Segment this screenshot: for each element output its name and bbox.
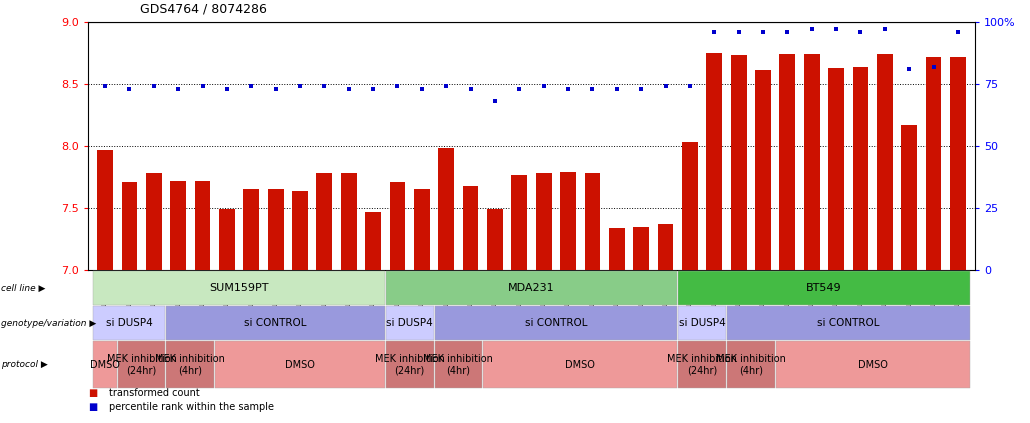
Bar (97, 150, 113, 270)
Point (901, 66, 918, 72)
Bar (755, 70, 770, 270)
Point (803, 26, 820, 33)
Point (487, 98, 504, 105)
Point (779, 28, 795, 35)
Bar (926, 57, 941, 270)
Point (243, 83, 260, 90)
Text: DMSO: DMSO (90, 360, 121, 370)
Text: DMSO: DMSO (285, 360, 315, 370)
Text: DMSO: DMSO (858, 360, 888, 370)
Bar (170, 181, 186, 270)
Point (730, 28, 747, 35)
Point (389, 83, 406, 90)
Text: transformed count: transformed count (108, 388, 200, 398)
Point (195, 83, 211, 90)
Text: si DUSP4: si DUSP4 (679, 318, 725, 328)
Bar (316, 173, 333, 270)
Bar (414, 190, 430, 270)
Point (438, 83, 454, 90)
Bar (950, 57, 966, 270)
Point (828, 26, 845, 33)
Text: MEK inhibition
(4hr): MEK inhibition (4hr) (156, 354, 226, 375)
Bar (195, 181, 210, 270)
Bar (730, 55, 747, 270)
Point (170, 85, 186, 92)
Text: genotype/variation ▶: genotype/variation ▶ (1, 319, 96, 327)
Bar (853, 67, 868, 270)
Point (536, 83, 552, 90)
Text: si DUSP4: si DUSP4 (106, 318, 152, 328)
Point (341, 85, 357, 92)
Bar (219, 209, 235, 270)
Text: protocol ▶: protocol ▶ (1, 360, 47, 369)
Bar (366, 212, 381, 270)
Text: si CONTROL: si CONTROL (817, 318, 880, 328)
Point (706, 28, 722, 35)
Text: MEK inhibition
(24hr): MEK inhibition (24hr) (375, 354, 445, 375)
Bar (487, 209, 503, 270)
Bar (609, 228, 625, 270)
Text: MEK inhibition
(4hr): MEK inhibition (4hr) (716, 354, 786, 375)
Point (755, 28, 771, 35)
Bar (341, 173, 356, 270)
Text: SUM159PT: SUM159PT (209, 283, 269, 293)
Text: si DUSP4: si DUSP4 (386, 318, 433, 328)
Bar (122, 182, 137, 270)
Bar (268, 190, 283, 270)
Point (462, 85, 479, 92)
Text: si CONTROL: si CONTROL (244, 318, 307, 328)
Text: MDA231: MDA231 (508, 283, 555, 293)
Text: MEK inhibition
(24hr): MEK inhibition (24hr) (107, 354, 176, 375)
Bar (780, 54, 795, 270)
Point (414, 85, 431, 92)
Point (268, 85, 284, 92)
Point (218, 85, 235, 92)
Bar (877, 54, 893, 270)
Bar (584, 173, 600, 270)
Point (97, 83, 113, 90)
Bar (707, 53, 722, 270)
Bar (560, 172, 576, 270)
Point (632, 85, 649, 92)
Point (291, 83, 308, 90)
Text: GDS4764 / 8074286: GDS4764 / 8074286 (139, 3, 267, 16)
Text: MEK inhibition
(24hr): MEK inhibition (24hr) (667, 354, 737, 375)
Point (145, 83, 162, 90)
Text: si CONTROL: si CONTROL (524, 318, 587, 328)
Bar (293, 191, 308, 270)
Point (584, 85, 600, 92)
Bar (439, 148, 454, 270)
Text: cell line ▶: cell line ▶ (1, 283, 45, 292)
Bar (633, 227, 649, 270)
Point (852, 28, 868, 35)
Point (316, 83, 333, 90)
Bar (682, 142, 697, 270)
Bar (512, 175, 527, 270)
Text: BT549: BT549 (806, 283, 842, 293)
Point (950, 28, 966, 35)
Bar (536, 173, 552, 270)
Text: ■: ■ (88, 402, 97, 412)
Point (122, 85, 138, 92)
Point (657, 83, 674, 90)
Point (560, 85, 577, 92)
Point (609, 85, 625, 92)
Text: percentile rank within the sample: percentile rank within the sample (108, 402, 274, 412)
Text: MEK inhibition
(4hr): MEK inhibition (4hr) (423, 354, 493, 375)
Point (511, 85, 527, 92)
Bar (657, 224, 674, 270)
Point (365, 85, 381, 92)
Bar (462, 186, 479, 270)
Bar (243, 190, 260, 270)
Text: DMSO: DMSO (565, 360, 595, 370)
Bar (389, 182, 406, 270)
Point (877, 26, 893, 33)
Bar (828, 68, 844, 270)
Point (682, 83, 698, 90)
Bar (803, 54, 820, 270)
Bar (146, 173, 162, 270)
Bar (901, 125, 917, 270)
Point (925, 63, 941, 70)
Text: ■: ■ (88, 388, 97, 398)
